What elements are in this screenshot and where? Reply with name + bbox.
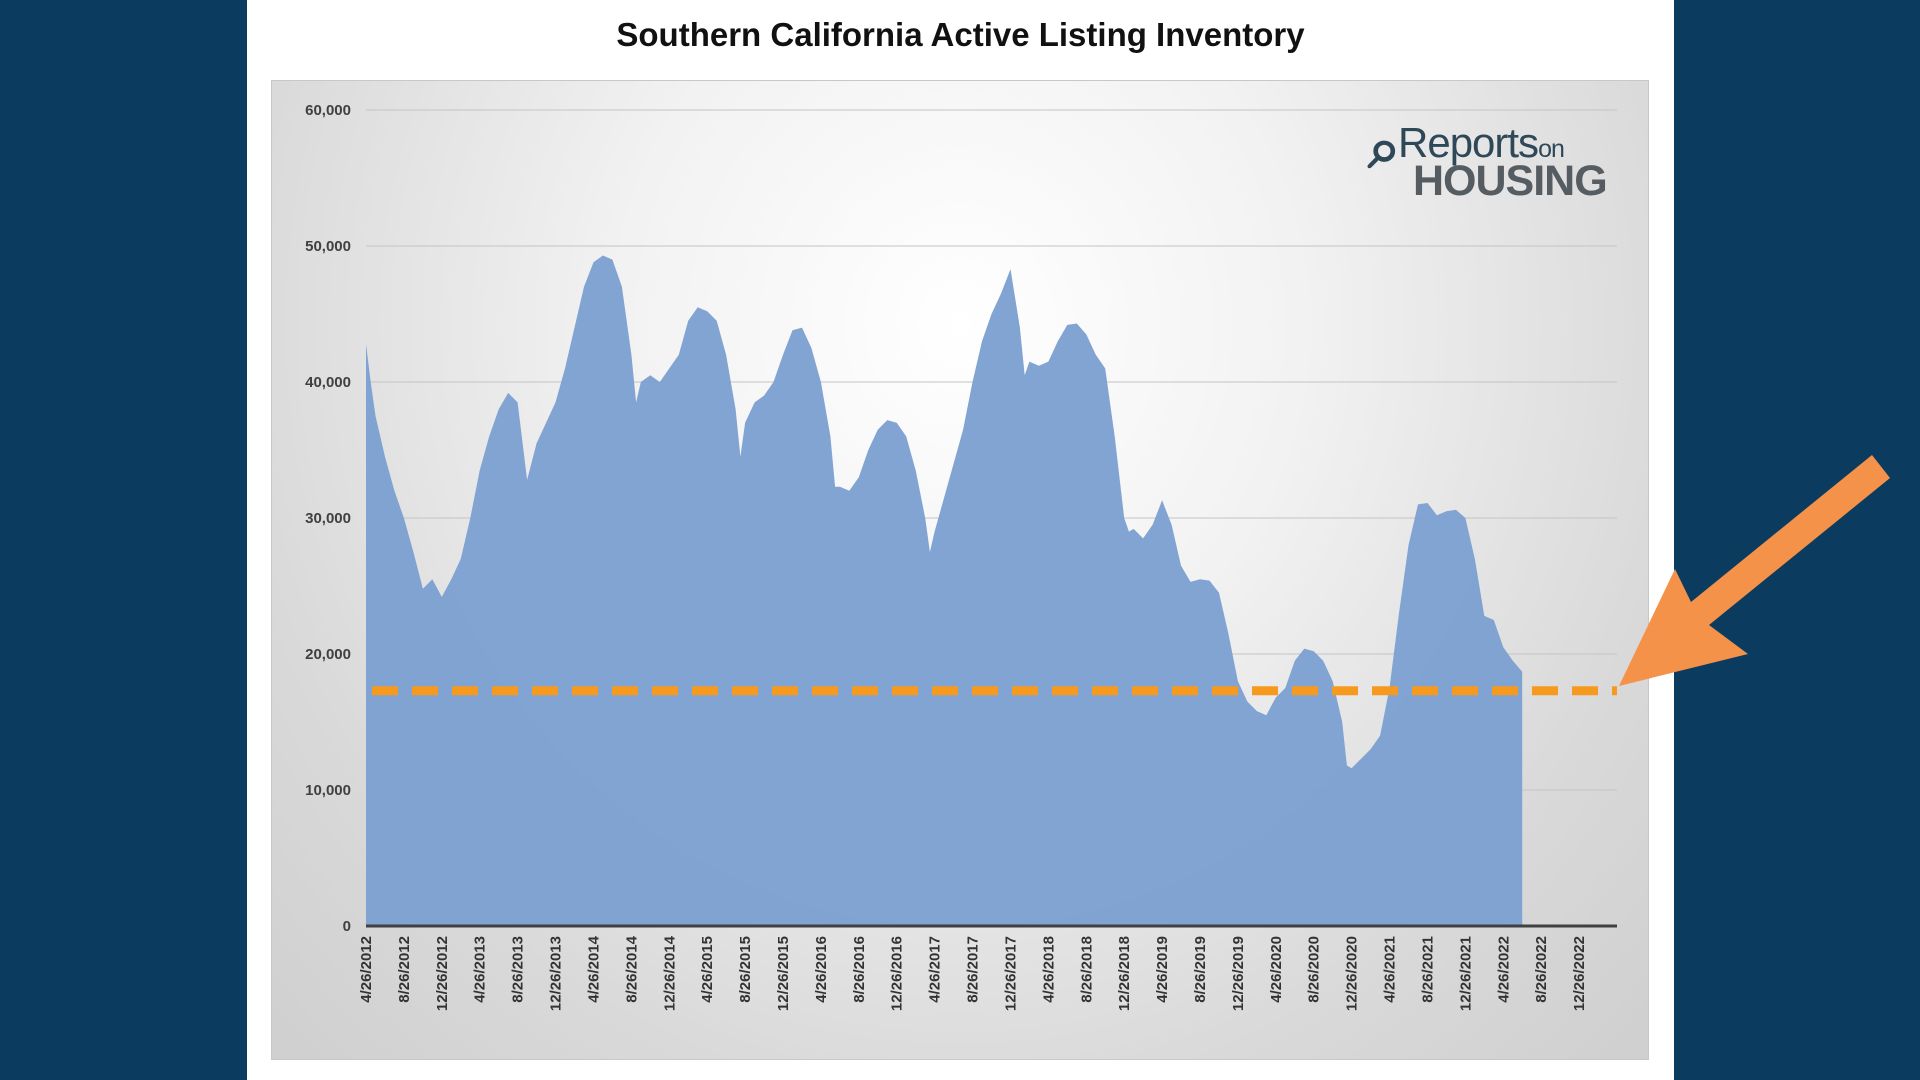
reports-on-housing-logo: ⌕ Reportson HOUSING — [1368, 115, 1613, 205]
x-tick-label: 8/26/2012 — [396, 936, 413, 1003]
x-tick-label: 8/26/2022 — [1533, 936, 1550, 1003]
x-tick-label: 8/26/2014 — [623, 935, 640, 1002]
x-tick-label: 12/26/2019 — [1230, 936, 1247, 1011]
y-tick-label: 60,000 — [305, 102, 351, 119]
logo-text-on: on — [1538, 135, 1565, 163]
series-area-active-listing-inventory — [366, 255, 1523, 926]
x-tick-label: 12/26/2016 — [889, 936, 906, 1011]
arrow-layer — [1619, 455, 1890, 686]
chart-title: Southern California Active Listing Inven… — [616, 16, 1305, 53]
y-tick-label: 50,000 — [305, 238, 351, 255]
x-tick-label: 4/26/2019 — [1154, 936, 1171, 1003]
x-tick-label: 4/26/2014 — [585, 935, 602, 1002]
x-tick-label: 12/26/2015 — [775, 936, 792, 1011]
x-tick-label: 12/26/2017 — [1002, 936, 1019, 1011]
y-tick-label: 0 — [343, 918, 351, 935]
y-tick-labels: 0 10,000 20,000 30,000 40,000 50,000 60,000 — [305, 102, 351, 935]
y-tick-label: 10,000 — [305, 782, 351, 799]
x-tick-label: 12/26/2013 — [548, 936, 565, 1011]
x-tick-label: 4/26/2013 — [472, 936, 489, 1003]
y-tick-label: 20,000 — [305, 646, 351, 663]
x-tick-label: 12/26/2014 — [661, 935, 678, 1011]
x-tick-label: 4/26/2012 — [358, 936, 375, 1003]
y-tick-label: 40,000 — [305, 374, 351, 391]
logo-text-sub: HOUSING — [1413, 157, 1608, 205]
x-tick-label: 12/26/2012 — [434, 936, 451, 1011]
x-tick-label: 8/26/2013 — [510, 936, 527, 1003]
x-tick-label: 4/26/2016 — [813, 936, 830, 1003]
x-tick-label: 8/26/2017 — [965, 936, 982, 1003]
x-tick-label: 8/26/2016 — [851, 936, 868, 1003]
x-tick-label: 4/26/2020 — [1268, 936, 1285, 1003]
x-tick-label: 8/26/2021 — [1419, 936, 1436, 1003]
x-tick-label: 8/26/2020 — [1306, 936, 1323, 1003]
x-tick-label: 4/26/2015 — [699, 936, 716, 1003]
x-tick-label: 4/26/2018 — [1040, 936, 1057, 1003]
x-tick-label: 12/26/2020 — [1344, 936, 1361, 1011]
x-tick-label: 12/26/2018 — [1116, 936, 1133, 1011]
x-tick-label: 12/26/2022 — [1571, 936, 1588, 1011]
x-tick-label: 4/26/2022 — [1495, 936, 1512, 1003]
logo-text-main: Reports — [1398, 119, 1539, 166]
x-tick-labels: 4/26/2012 8/26/2012 12/26/2012 4/26/2013 8/2… — [358, 935, 1588, 1011]
logo-mark-icon: ⌕ — [1368, 116, 1401, 181]
x-tick-label: 8/26/2019 — [1192, 936, 1209, 1003]
x-tick-label: 12/26/2021 — [1457, 936, 1474, 1011]
y-tick-label: 30,000 — [305, 510, 351, 527]
x-tick-label: 8/26/2018 — [1078, 936, 1095, 1003]
area-layer — [366, 255, 1523, 926]
annotation-arrow-icon — [1619, 455, 1890, 686]
x-tick-label: 4/26/2021 — [1382, 936, 1399, 1003]
x-tick-label: 8/26/2015 — [737, 936, 754, 1003]
x-tick-label: 4/26/2017 — [927, 936, 944, 1003]
